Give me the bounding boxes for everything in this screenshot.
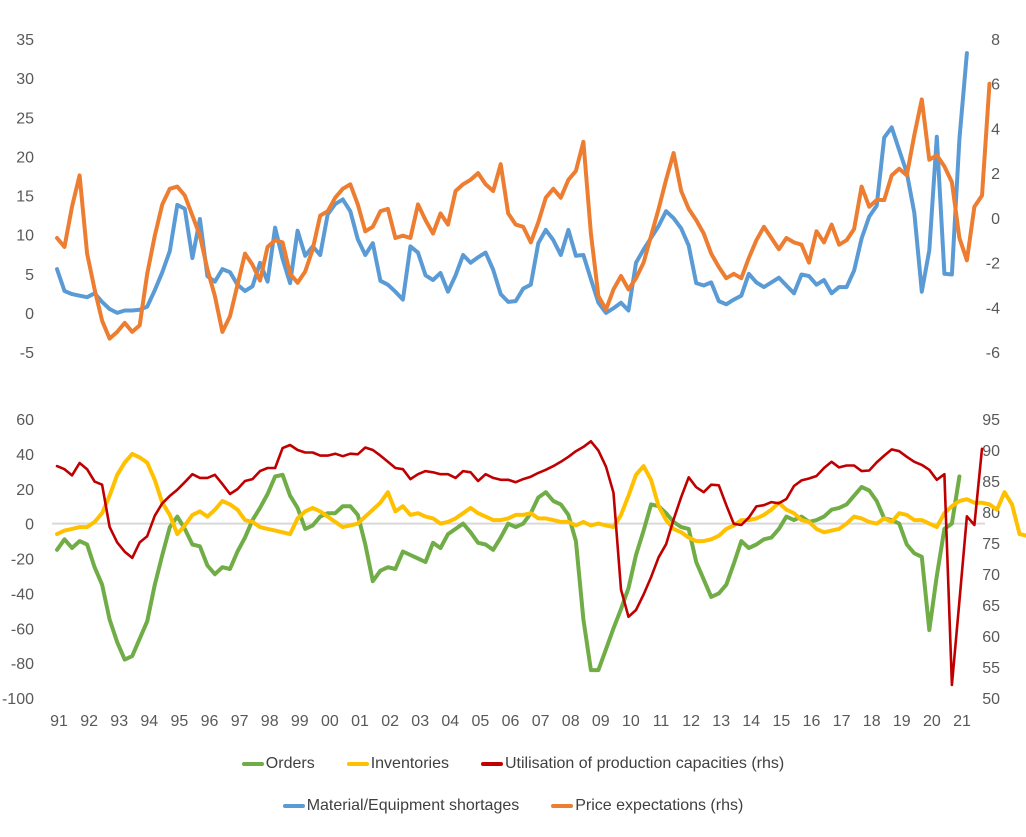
top-right-tick-2: 2: [991, 166, 1000, 183]
top-right-tick-6: 6: [991, 77, 1000, 94]
legend-swatch-price-expectations: [551, 804, 574, 808]
top-right-tick--6: -6: [986, 345, 1000, 362]
bottom-left-tick-0: 0: [25, 517, 34, 534]
x-tick-05: 05: [472, 713, 490, 730]
bottom-left-tick--40: -40: [11, 586, 34, 603]
top-left-tick-0: 0: [25, 306, 34, 323]
x-tick-02: 02: [381, 713, 399, 730]
legend-label-utilisation: Utilisation of production capacities (rh…: [504, 755, 785, 772]
top-left-tick-35: 35: [16, 32, 34, 49]
x-tick-16: 16: [803, 713, 821, 730]
series-line-price-expectations-rhs: [55, 81, 992, 341]
top-left-axis-ticks: 35 30 25 20 15 10 5 0 -5: [16, 32, 34, 362]
x-tick-03: 03: [411, 713, 429, 730]
legend-item-utilisation: Utilisation of production capacities (rh…: [480, 754, 785, 774]
legend-item-inventories: Inventories: [346, 754, 449, 774]
x-tick-20: 20: [923, 713, 941, 730]
top-left-tick-15: 15: [16, 189, 34, 206]
x-tick-07: 07: [532, 713, 550, 730]
bottom-right-tick-85: 85: [982, 474, 1000, 491]
x-tick-10: 10: [622, 713, 640, 730]
top-right-axis-ticks: 8 6 4 2 0 -2 -4 -6: [986, 32, 1000, 362]
x-tick-98: 98: [261, 713, 279, 730]
series-line-inventories: [55, 451, 1026, 544]
x-tick-08: 08: [562, 713, 580, 730]
top-left-tick-10: 10: [16, 228, 34, 245]
legend-swatch-inventories: [346, 762, 369, 766]
bottom-right-tick-65: 65: [982, 598, 1000, 615]
bottom-right-tick-50: 50: [982, 691, 1000, 708]
legend-item-orders: Orders: [241, 754, 315, 774]
legend-item-shortages: Material/Equipment shortages: [282, 796, 520, 816]
x-tick-04: 04: [441, 713, 459, 730]
legend-label-orders: Orders: [265, 755, 315, 772]
bottom-left-tick-60: 60: [16, 412, 34, 429]
bottom-chart-series: [55, 439, 1026, 687]
top-right-tick-4: 4: [991, 121, 1000, 138]
bottom-left-tick--100: -100: [2, 691, 34, 708]
legend-label-shortages: Material/Equipment shortages: [306, 797, 520, 814]
top-left-tick--5: -5: [20, 345, 34, 362]
bottom-left-tick--80: -80: [11, 656, 34, 673]
bottom-right-tick-70: 70: [982, 567, 1000, 584]
bottom-left-tick-20: 20: [16, 482, 34, 499]
x-tick-99: 99: [291, 713, 309, 730]
x-tick-96: 96: [201, 713, 219, 730]
series-line-material-equipment-shortages: [55, 51, 969, 315]
x-tick-15: 15: [773, 713, 791, 730]
x-tick-95: 95: [171, 713, 189, 730]
bottom-right-tick-95: 95: [982, 412, 1000, 429]
x-tick-18: 18: [863, 713, 881, 730]
x-tick-19: 19: [893, 713, 911, 730]
x-tick-11: 11: [653, 713, 670, 730]
top-right-tick--4: -4: [986, 300, 1000, 317]
bottom-left-tick--60: -60: [11, 621, 34, 638]
top-chart-series: [55, 51, 992, 341]
legend-label-inventories: Inventories: [370, 755, 449, 772]
top-left-tick-30: 30: [16, 71, 34, 88]
x-axis-ticks: 91 92 93 94 95 96 97 98 99 00 01 02 03 04 05 06 07 08 09 10…: [50, 713, 971, 730]
x-tick-92: 92: [80, 713, 98, 730]
legend-row-1: Orders Inventories Utilisation of produc…: [0, 752, 1026, 776]
x-tick-93: 93: [110, 713, 128, 730]
top-left-tick-5: 5: [25, 267, 34, 284]
top-right-tick-8: 8: [991, 32, 1000, 49]
top-left-tick-20: 20: [16, 149, 34, 166]
x-tick-97: 97: [231, 713, 249, 730]
x-tick-13: 13: [712, 713, 730, 730]
bottom-right-tick-90: 90: [982, 443, 1000, 460]
top-right-tick--2: -2: [986, 256, 1000, 273]
x-tick-17: 17: [833, 713, 851, 730]
legend-item-price-expectations: Price expectations (rhs): [551, 796, 743, 816]
x-tick-91: 91: [50, 713, 68, 730]
bottom-right-tick-60: 60: [982, 629, 1000, 646]
legend-swatch-shortages: [282, 804, 305, 808]
bottom-right-tick-55: 55: [982, 660, 1000, 677]
x-tick-12: 12: [682, 713, 700, 730]
legend-swatch-utilisation: [480, 762, 503, 766]
legend-label-price-expectations: Price expectations (rhs): [575, 797, 744, 814]
series-line-utilisation-of-production-capacities-rhs: [55, 439, 984, 687]
x-tick-94: 94: [140, 713, 158, 730]
x-tick-21: 21: [953, 713, 971, 730]
top-left-tick-25: 25: [16, 110, 34, 127]
bottom-left-tick--20: -20: [11, 552, 34, 569]
legend-swatch-orders: [241, 762, 264, 766]
x-tick-06: 06: [502, 713, 520, 730]
x-tick-00: 00: [321, 713, 339, 730]
x-tick-01: 01: [351, 713, 369, 730]
x-tick-14: 14: [742, 713, 760, 730]
top-right-tick-0: 0: [991, 211, 1000, 228]
legend-row-2: Material/Equipment shortages Price expec…: [0, 794, 1026, 818]
bottom-left-tick-40: 40: [16, 447, 34, 464]
series-line-orders: [55, 472, 962, 673]
bottom-right-tick-75: 75: [982, 536, 1000, 553]
x-tick-09: 09: [592, 713, 610, 730]
bottom-left-axis-ticks: 60 40 20 0 -20 -40 -60 -80 -100: [2, 412, 34, 708]
